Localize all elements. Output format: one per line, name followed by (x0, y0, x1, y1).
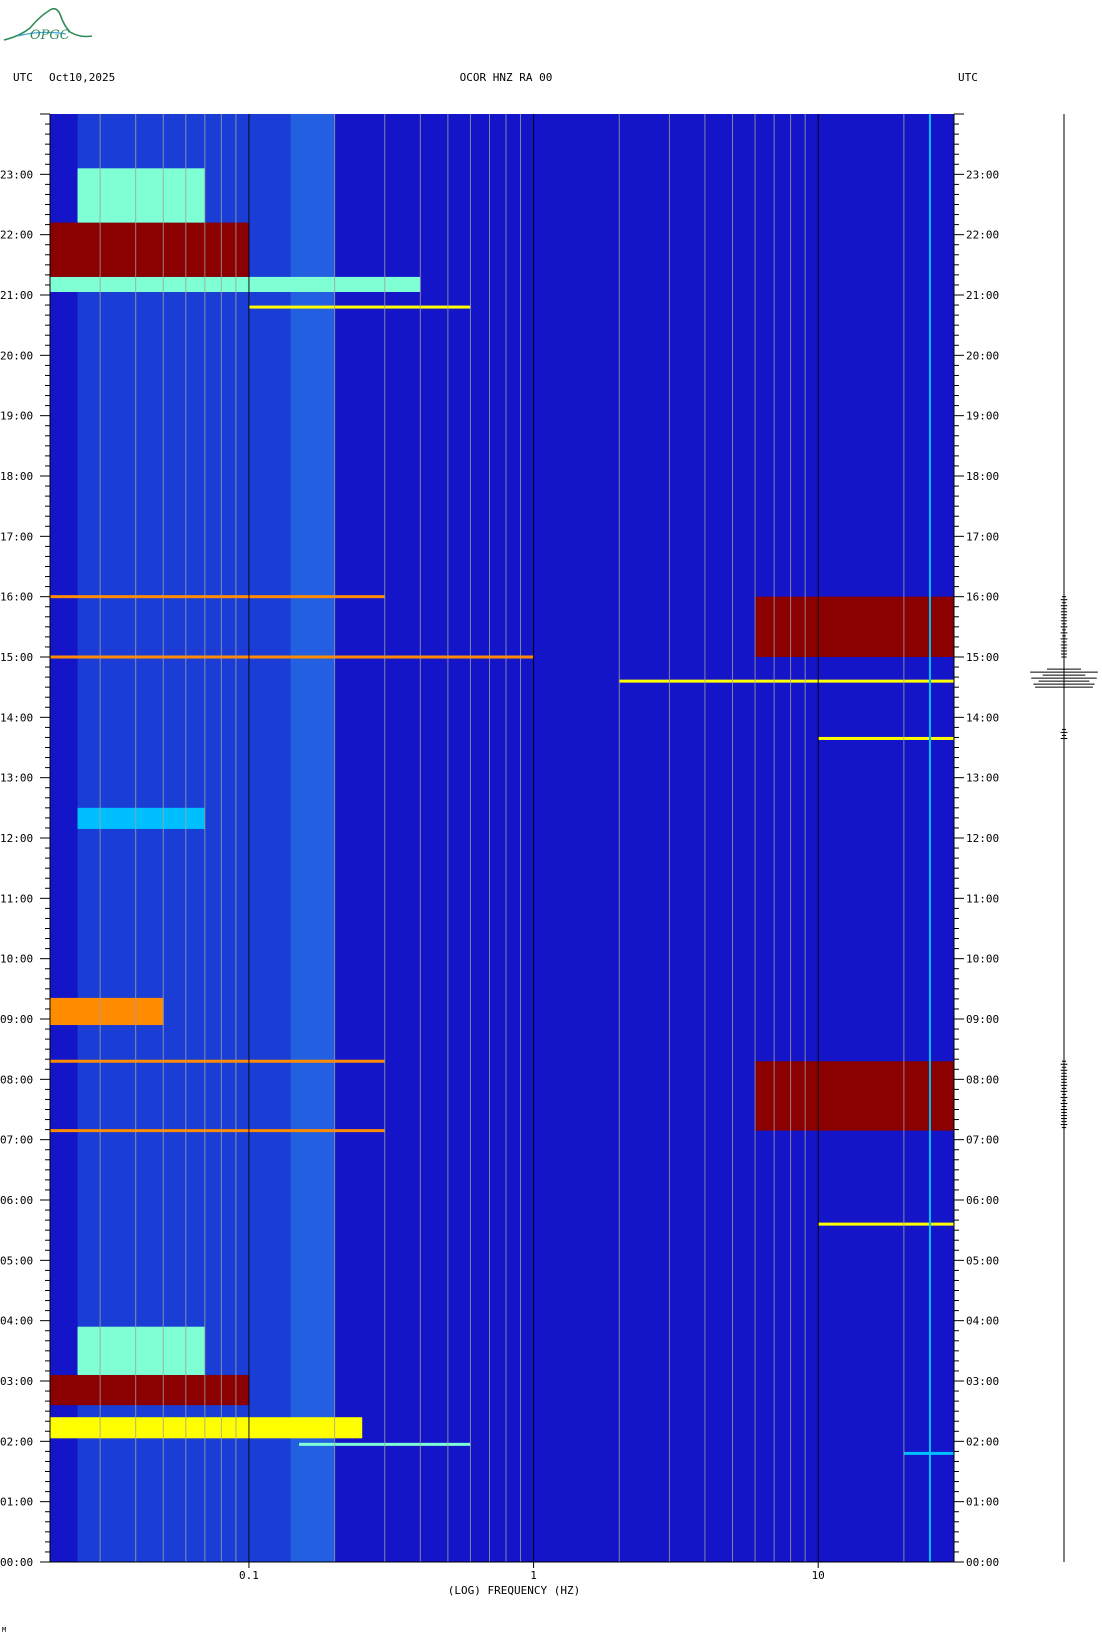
heatmap-layer (50, 114, 954, 1562)
energy-burst (77, 168, 205, 223)
x-tick-label: 10 (812, 1569, 825, 1582)
logo-text: OPGC (30, 28, 70, 43)
y-tick-label-right: 17:00 (966, 530, 999, 543)
y-tick-label-right: 03:00 (966, 1375, 999, 1388)
header-left-timezone: UTC (13, 71, 33, 84)
y-tick-label-left: 15:00 (0, 651, 33, 664)
y-tick-label-right: 02:00 (966, 1435, 999, 1448)
y-tick-label-left: 19:00 (0, 410, 33, 423)
y-tick-label-left: 09:00 (0, 1013, 33, 1026)
y-tick-label-right: 00:00 (966, 1556, 999, 1569)
y-tick-label-left: 13:00 (0, 772, 33, 785)
x-tick-label: 1 (530, 1569, 537, 1582)
energy-burst (77, 807, 205, 829)
y-tick-label-left: 14:00 (0, 711, 33, 724)
line-event (50, 655, 534, 659)
frequency-gridlines (50, 114, 954, 1562)
opgc-logo: OPGC (3, 7, 93, 43)
line-event (50, 1059, 385, 1063)
header-date: Oct10,2025 (49, 71, 115, 84)
y-tick-label-left: 16:00 (0, 591, 33, 604)
y-tick-label-left: 12:00 (0, 832, 33, 845)
y-tick-label-left: 17:00 (0, 530, 33, 543)
y-tick-label-right: 07:00 (966, 1134, 999, 1147)
footer-mark: M (2, 1626, 6, 1634)
y-tick-label-right: 05:00 (966, 1254, 999, 1267)
line-event (619, 679, 954, 683)
y-tick-label-right: 21:00 (966, 289, 999, 302)
energy-burst (50, 1417, 363, 1439)
spectrogram-plot (50, 114, 954, 1562)
energy-burst (755, 1061, 954, 1131)
persistent-tone-line (928, 114, 931, 1562)
y-tick-label-left: 10:00 (0, 953, 33, 966)
energy-burst (50, 997, 164, 1026)
y-tick-label-right: 18:00 (966, 470, 999, 483)
y-tick-label-right: 09:00 (966, 1013, 999, 1026)
y-tick-label-left: 20:00 (0, 349, 33, 362)
y-tick-label-left: 06:00 (0, 1194, 33, 1207)
energy-burst (50, 1374, 249, 1406)
y-tick-label-left: 04:00 (0, 1315, 33, 1328)
line-event (248, 305, 471, 309)
y-tick-label-right: 14:00 (966, 711, 999, 724)
y-tick-label-left: 00:00 (0, 1556, 33, 1569)
y-tick-label-left: 07:00 (0, 1134, 33, 1147)
x-axis-label: (LOG) FREQUENCY (HZ) (448, 1584, 580, 1597)
y-axis-left: 00:00 01:00 02:00 03:00 04:00 05:00 06:00 07:00… (0, 113, 51, 1569)
logo-swoosh (17, 31, 67, 37)
y-tick-label-right: 08:00 (966, 1073, 999, 1086)
y-tick-label-left: 23:00 (0, 168, 33, 181)
energy-burst (755, 596, 954, 657)
line-event (50, 595, 385, 599)
y-tick-label-right: 11:00 (966, 892, 999, 905)
y-tick-label-right: 20:00 (966, 349, 999, 362)
x-tick-label: 0.1 (239, 1569, 259, 1582)
line-event (50, 1129, 385, 1133)
x-axis: 0.1 1 10 (50, 1561, 954, 1582)
y-tick-label-right: 23:00 (966, 168, 999, 181)
y-tick-label-right: 06:00 (966, 1194, 999, 1207)
energy-burst (50, 222, 249, 277)
line-event (818, 1222, 954, 1226)
volcano-logo-icon (3, 7, 93, 41)
y-tick-label-right: 10:00 (966, 953, 999, 966)
y-tick-label-right: 19:00 (966, 410, 999, 423)
y-tick-label-left: 03:00 (0, 1375, 33, 1388)
header-station: OCOR HNZ RA 00 (460, 71, 553, 84)
line-event (903, 1451, 954, 1455)
y-tick-label-left: 21:00 (0, 289, 33, 302)
y-tick-label-right: 22:00 (966, 229, 999, 242)
ambient-noise-band (77, 114, 335, 1562)
y-tick-label-left: 02:00 (0, 1435, 33, 1448)
y-tick-label-right: 04:00 (966, 1315, 999, 1328)
line-event (818, 736, 954, 740)
y-tick-label-left: 11:00 (0, 892, 33, 905)
y-tick-label-right: 12:00 (966, 832, 999, 845)
microseism-band (290, 114, 335, 1562)
y-axis-right: 00:00 01:00 02:00 03:00 04:00 05:00 06:00 07:00… (953, 113, 999, 1569)
energy-burst (50, 276, 421, 292)
y-tick-label-left: 01:00 (0, 1496, 33, 1509)
y-tick-label-right: 15:00 (966, 651, 999, 664)
seismogram-trace (1030, 114, 1098, 1562)
y-tick-label-left: 22:00 (0, 229, 33, 242)
y-tick-label-right: 16:00 (966, 591, 999, 604)
y-tick-label-left: 05:00 (0, 1254, 33, 1267)
header-right-timezone: UTC (958, 71, 978, 84)
y-tick-label-left: 18:00 (0, 470, 33, 483)
y-tick-label-left: 08:00 (0, 1073, 33, 1086)
y-tick-label-right: 01:00 (966, 1496, 999, 1509)
y-tick-label-right: 13:00 (966, 772, 999, 785)
energy-burst (77, 1326, 205, 1375)
